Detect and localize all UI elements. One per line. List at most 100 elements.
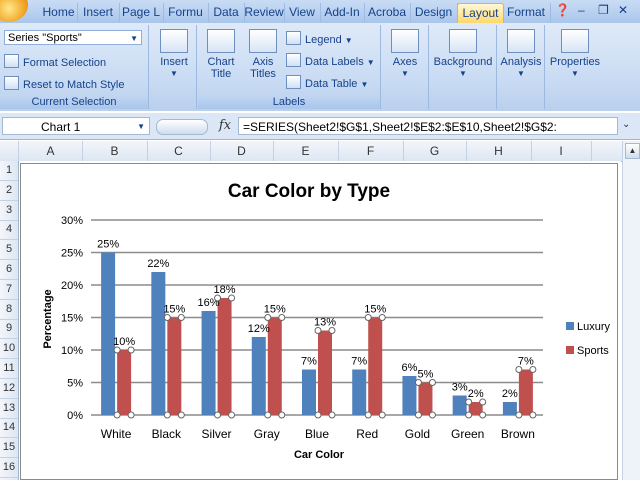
selection-handle[interactable] (515, 411, 523, 419)
tab-layout[interactable]: Layout (457, 3, 504, 23)
expand-formula-bar-icon[interactable]: ⌄ (622, 119, 631, 130)
column-header-h[interactable]: H (466, 141, 532, 161)
row-header-3[interactable]: 3 (0, 201, 18, 221)
selection-handle[interactable] (127, 346, 135, 354)
data-label-sports[interactable]: 15% (163, 304, 185, 316)
scroll-up-icon[interactable]: ▲ (625, 143, 640, 159)
row-header-15[interactable]: 15 (0, 438, 18, 459)
selection-handle[interactable] (479, 398, 487, 406)
bar-sports[interactable] (468, 402, 483, 415)
row-header-16[interactable]: 16 (0, 458, 18, 478)
data-label-sports[interactable]: 10% (113, 336, 135, 348)
selection-handle[interactable] (113, 411, 121, 419)
selection-handle[interactable] (364, 314, 372, 321)
y-axis-title[interactable]: Percentage (42, 289, 54, 348)
data-label-sports[interactable]: 2% (468, 388, 484, 400)
row-header-10[interactable]: 10 (0, 339, 18, 360)
format-selection-button[interactable]: Format Selection (4, 54, 106, 70)
axes-button[interactable]: Axes ▼ (386, 29, 424, 80)
tab-data[interactable]: Data (208, 3, 245, 22)
tab-formu[interactable]: Formu (163, 3, 209, 22)
selection-handle[interactable] (428, 379, 436, 386)
selection-handle[interactable] (515, 366, 523, 373)
column-header-b[interactable]: B (82, 141, 148, 161)
data-label-sports[interactable]: 5% (417, 369, 433, 381)
selection-handle[interactable] (364, 411, 372, 419)
bar-luxury[interactable] (452, 395, 467, 416)
bar-luxury[interactable] (352, 369, 367, 416)
reset-to-match-style-button[interactable]: Reset to Match Style (4, 76, 125, 92)
selection-handle[interactable] (127, 411, 135, 419)
chart-object[interactable]: Car Color by Type Percentage Car Color 0… (20, 163, 618, 480)
selection-handle[interactable] (214, 411, 222, 419)
tab-acroba[interactable]: Acroba (364, 3, 411, 22)
row-header-1[interactable]: 1 (0, 161, 18, 181)
data-label-luxury[interactable]: 3% (452, 382, 468, 394)
data-label-luxury[interactable]: 12% (248, 323, 270, 335)
selection-handle[interactable] (414, 379, 422, 386)
column-header-g[interactable]: G (403, 141, 467, 161)
selection-handle[interactable] (479, 411, 487, 419)
selection-handle[interactable] (264, 411, 272, 419)
row-header-4[interactable]: 4 (0, 220, 18, 241)
tab-page-l[interactable]: Page L (119, 3, 164, 22)
row-header-12[interactable]: 12 (0, 379, 18, 399)
row-header-13[interactable]: 13 (0, 399, 18, 419)
selection-handle[interactable] (113, 346, 121, 354)
row-header-14[interactable]: 14 (0, 418, 18, 439)
data-labels-button[interactable]: Data Labels ▼ (286, 53, 375, 69)
close-icon[interactable]: ✕ (618, 3, 629, 17)
background-button[interactable]: Background ▼ (432, 29, 494, 80)
bar-sports[interactable] (267, 317, 282, 416)
formula-input[interactable]: =SERIES(Sheet2!$G$1,Sheet2!$E$2:$E$10,Sh… (238, 117, 618, 135)
bar-luxury[interactable] (402, 376, 417, 415)
bar-sports[interactable] (217, 298, 232, 415)
chart-title[interactable]: Car Color by Type (228, 181, 390, 202)
column-header-f[interactable]: F (338, 141, 404, 161)
selection-handle[interactable] (278, 411, 286, 419)
data-label-luxury[interactable]: 7% (351, 356, 367, 368)
selection-handle[interactable] (177, 411, 185, 419)
column-header-a[interactable]: A (19, 141, 83, 161)
column-header-e[interactable]: E (273, 141, 339, 161)
vertical-scrollbar[interactable]: ▲ (622, 141, 640, 480)
chart-title-button[interactable]: Chart Title (200, 29, 242, 80)
bar-luxury[interactable] (101, 252, 116, 416)
column-header-c[interactable]: C (147, 141, 211, 161)
formula-bar-resize-handle[interactable] (156, 119, 208, 135)
selection-handle[interactable] (465, 411, 473, 419)
bar-luxury[interactable] (151, 272, 166, 415)
properties-button[interactable]: Properties ▼ (546, 29, 604, 80)
data-label-sports[interactable]: 13% (314, 317, 336, 329)
selection-handle[interactable] (328, 411, 336, 419)
legend-button[interactable]: Legend ▼ (286, 31, 353, 47)
name-box[interactable]: Chart 1 ▼ (2, 117, 150, 135)
data-label-sports[interactable]: 15% (264, 304, 286, 316)
legend-entry-sports[interactable]: Sports (577, 345, 609, 357)
bar-luxury[interactable] (302, 369, 316, 416)
row-header-11[interactable]: 11 (0, 359, 18, 379)
bar-luxury[interactable] (251, 337, 266, 415)
selection-handle[interactable] (228, 294, 236, 302)
row-header-6[interactable]: 6 (0, 260, 18, 280)
tab-design[interactable]: Design (410, 3, 458, 22)
data-table-button[interactable]: Data Table ▼ (286, 75, 368, 91)
row-header-8[interactable]: 8 (0, 300, 18, 320)
bar-sports[interactable] (518, 369, 533, 416)
insert-function-button[interactable]: fx (218, 118, 232, 133)
minimize-icon[interactable]: – (578, 3, 585, 17)
selection-handle[interactable] (428, 411, 436, 419)
row-header-2[interactable]: 2 (0, 181, 18, 201)
data-label-luxury[interactable]: 6% (401, 362, 417, 374)
column-header-i[interactable]: I (531, 141, 592, 161)
selection-handle[interactable] (228, 411, 236, 419)
selection-handle[interactable] (378, 411, 386, 419)
select-all-corner[interactable] (0, 141, 19, 161)
data-label-luxury[interactable]: 25% (97, 239, 119, 251)
row-header-9[interactable]: 9 (0, 319, 18, 340)
bar-sports[interactable] (318, 330, 332, 416)
data-label-luxury[interactable]: 22% (147, 258, 169, 270)
bar-sports[interactable] (418, 382, 433, 416)
data-label-luxury[interactable]: 2% (502, 388, 518, 400)
selection-handle[interactable] (529, 411, 537, 419)
